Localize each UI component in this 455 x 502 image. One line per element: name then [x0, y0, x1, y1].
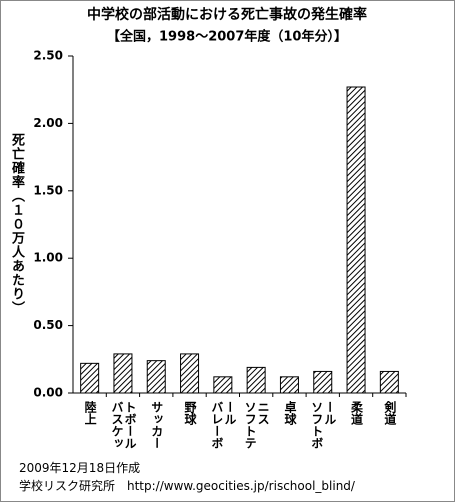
footer-source: 学校リスク研究所 http://www.geocities.jp/rischoo…: [19, 479, 355, 493]
x-tick-label: 卓球: [282, 401, 297, 425]
chart-title: 中学校の部活動における死亡事故の発生確率: [87, 6, 367, 23]
y-axis-title: 死亡確率（１０万人あたり）: [9, 133, 24, 315]
y-tick-label: 1.50: [33, 183, 63, 197]
bar: [246, 366, 266, 394]
footer-date: 2009年12月18日作成: [19, 461, 141, 475]
y-tick-label: 2.00: [33, 116, 63, 130]
x-tick-label: ソフトテニス: [243, 401, 271, 449]
bar: [80, 362, 100, 394]
bar: [146, 360, 166, 394]
bar: [346, 86, 366, 394]
bar: [379, 370, 399, 394]
x-tick-label: ソフトボール: [309, 401, 337, 449]
x-tick-label: 陸上: [83, 401, 98, 425]
bar: [279, 376, 299, 394]
x-tick-label: バレーボール: [209, 401, 237, 449]
bar: [180, 353, 200, 394]
y-tick-label: 1.00: [33, 251, 63, 265]
bar: [113, 353, 133, 394]
x-tick-label: バスケットボール: [109, 401, 137, 449]
y-tick-label: 0.50: [33, 318, 63, 332]
chart-subtitle: 【全国，1998～2007年度（10年分）】: [107, 29, 347, 45]
x-tick-label: 柔道: [349, 401, 364, 425]
x-tick-label: 野球: [183, 401, 198, 425]
y-tick-label: 0.00: [33, 386, 63, 400]
x-tick-label: 剣道: [382, 401, 397, 425]
bar: [313, 370, 333, 394]
x-tick-label: サッカー: [149, 401, 164, 449]
bar: [213, 376, 233, 394]
y-tick-label: 2.50: [33, 49, 63, 63]
